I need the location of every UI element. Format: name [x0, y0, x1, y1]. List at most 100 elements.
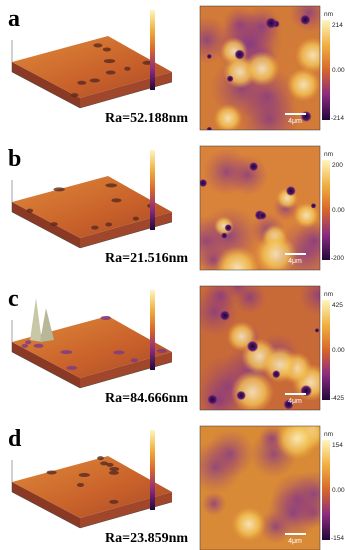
panel-label: b: [8, 146, 21, 172]
afm-hill: [244, 50, 280, 87]
afm-hill: [261, 346, 299, 383]
afm-hill: [215, 246, 260, 270]
panel: a Ra=52.188nm 4μm nm 214 0.00 -214: [8, 5, 345, 131]
surface-feature: [100, 315, 112, 320]
afm-blotch: [258, 510, 293, 544]
panel: c Ra=84.666nm 4μm nm 425 0.00 -425: [8, 285, 345, 411]
surface-top: [12, 36, 172, 98]
surface-side: [12, 202, 80, 248]
afm-content: [200, 286, 320, 410]
surface-feature: [66, 365, 78, 370]
colorbar-min: -214: [331, 115, 344, 122]
afm-content: [200, 146, 320, 270]
surface-feature: [113, 350, 125, 355]
colorbar: [322, 20, 330, 120]
afm-content: [200, 426, 320, 550]
scale-bar-label: 4μm: [288, 258, 302, 265]
surface-feature: [130, 358, 138, 363]
surface-3d: [11, 150, 173, 249]
surface-3d: [11, 430, 173, 529]
surface-feature: [108, 470, 119, 475]
colorbar-max: 214: [332, 22, 343, 29]
surface-feature: [50, 222, 58, 227]
axis-line: [11, 351, 81, 389]
surface-feature: [33, 343, 44, 348]
image-border: [199, 145, 321, 271]
panel-label: c: [8, 286, 19, 312]
mini-colorbar: [150, 10, 155, 90]
afm-pit: [283, 399, 294, 410]
surface-feature: [91, 225, 99, 230]
axis-line: [79, 221, 173, 249]
colorbar: [322, 440, 330, 540]
surface-feature: [70, 93, 79, 98]
colorbar-min: -425: [331, 395, 344, 402]
colorbar-mid: 0.00: [332, 207, 345, 214]
scale-bar-label: 4μm: [288, 118, 302, 125]
afm-pit: [310, 203, 317, 209]
afm-pit: [236, 390, 246, 401]
afm-pit: [300, 14, 311, 26]
panel-label: a: [8, 6, 20, 32]
afm-blotch: [201, 491, 227, 517]
axis-line: [11, 71, 81, 109]
afm-image: 4μm: [199, 5, 321, 131]
surface-feature: [132, 216, 139, 221]
afm-image: 4μm: [199, 285, 321, 411]
colorbar-mid: 0.00: [332, 347, 345, 354]
afm-pit: [234, 49, 245, 60]
roughness: Ra=84.666nm: [105, 391, 188, 406]
colorbar-min: -154: [331, 535, 344, 542]
afm-blotch: [294, 220, 320, 262]
panel-label: d: [8, 426, 22, 452]
surface-feature: [102, 47, 111, 52]
surface-feature: [21, 343, 29, 348]
afm-blotch: [241, 6, 282, 47]
surface-feature: [109, 499, 119, 504]
surface-peak: [30, 298, 42, 342]
colorbar-mid: 0.00: [332, 67, 345, 74]
surface-3d: [11, 290, 173, 389]
afm-pit: [206, 53, 212, 60]
surface-feature: [97, 456, 104, 461]
surface-side: [80, 492, 172, 528]
axis-line: [11, 211, 81, 249]
surface-3d: [11, 10, 173, 109]
afm-hill: [275, 426, 318, 460]
afm-pit: [300, 110, 312, 122]
afm-pit: [200, 178, 208, 188]
afm-pit: [285, 185, 296, 196]
colorbar-min: -200: [331, 255, 344, 262]
panel: b Ra=21.516nm 4μm nm 200 0.00 -200: [8, 145, 345, 271]
colorbar-max: 154: [332, 442, 343, 449]
surface-feature: [76, 482, 85, 487]
surface-feature: [60, 350, 73, 355]
surface-feature: [100, 461, 109, 466]
surface-feature: [124, 66, 131, 71]
surface-top: [12, 176, 172, 238]
afm-pit: [226, 75, 234, 83]
surface-side: [12, 482, 80, 528]
surface-side: [80, 212, 172, 248]
afm-pit: [221, 232, 228, 239]
mini-colorbar: [150, 150, 155, 230]
afm-hill: [294, 37, 320, 74]
image-border: [199, 5, 321, 131]
afm-hill: [255, 233, 297, 270]
surface-feature: [105, 222, 113, 227]
afm-pit: [246, 340, 259, 353]
afm-hill: [213, 103, 243, 130]
axis-line: [79, 501, 173, 529]
surface-feature: [142, 60, 153, 65]
colorbar-max: 200: [332, 162, 343, 169]
colorbar-unit: nm: [324, 431, 333, 438]
scale-bar-label: 4μm: [288, 538, 302, 545]
panel: d Ra=23.859nm 4μm nm 154 0.00 -154: [8, 425, 345, 550]
image-border: [199, 285, 321, 411]
surface-feature: [106, 462, 114, 467]
surface-side: [80, 352, 172, 388]
afm-image: 4μm: [199, 145, 321, 271]
afm-pit: [219, 310, 231, 321]
afm-blotch: [232, 286, 267, 315]
surface-feature: [46, 470, 57, 475]
